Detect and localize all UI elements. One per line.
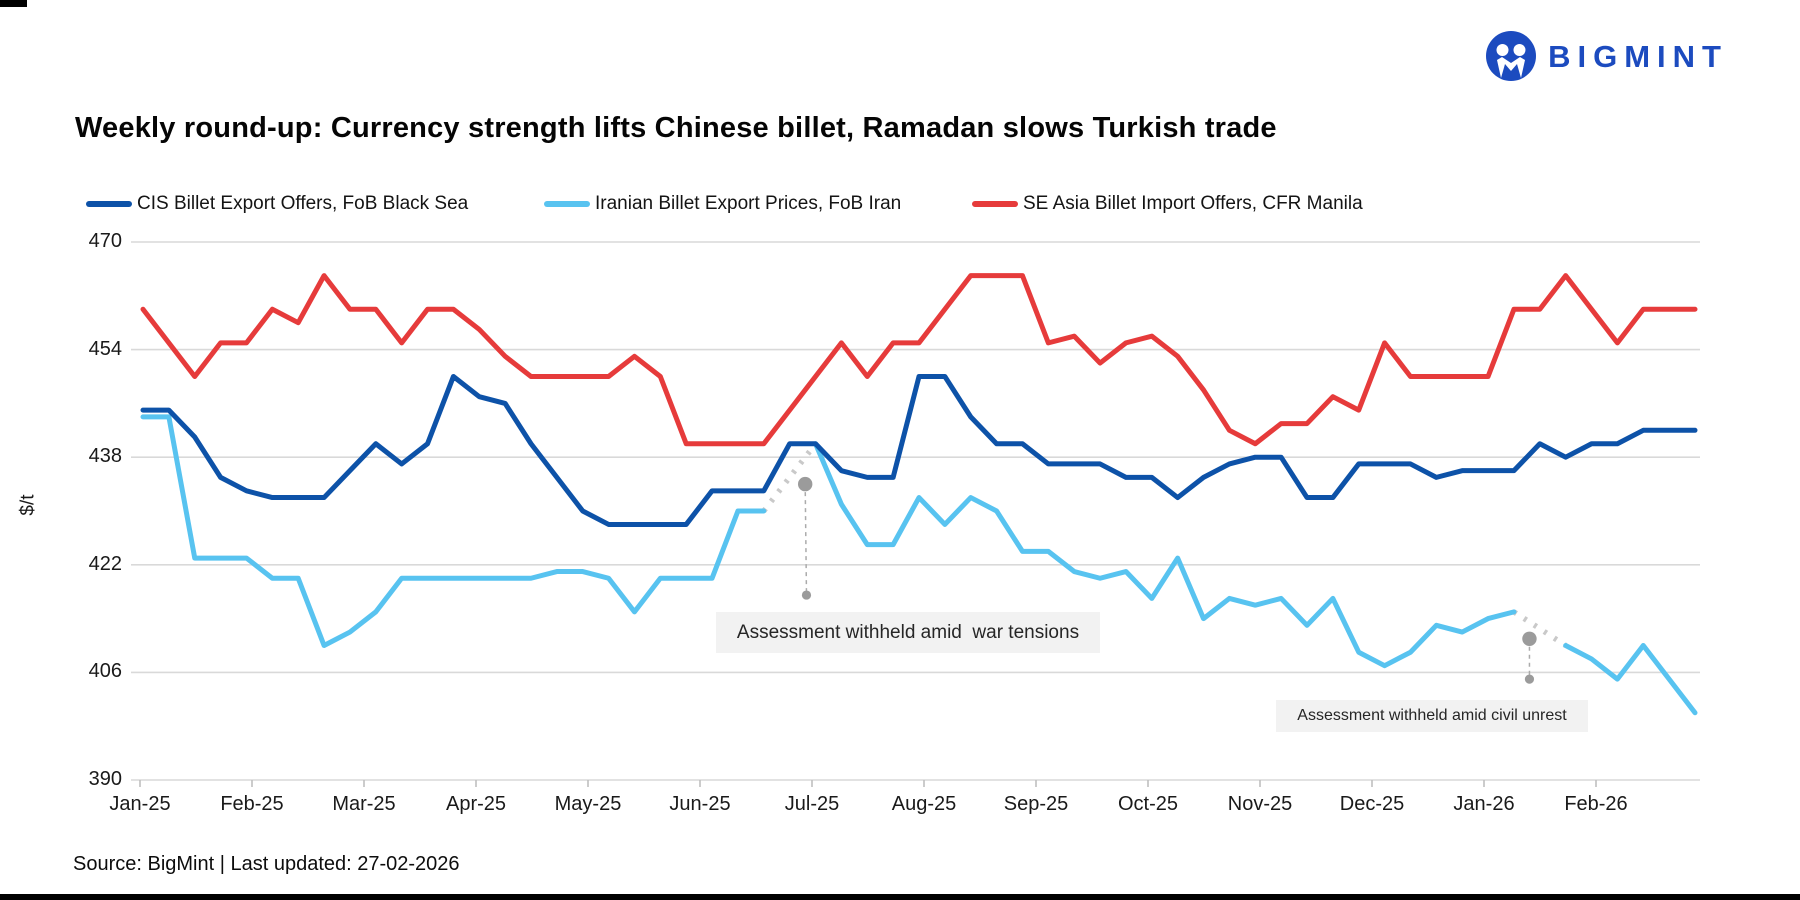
legend-label-cis-billet: CIS Billet Export Offers, FoB Black Sea: [137, 193, 469, 214]
annotation-anchor-dot-0: [801, 590, 812, 600]
x-axis-tick-label-Aug-25: Aug-25: [891, 793, 957, 815]
x-axis-tick-label-Feb-26: Feb-26: [1564, 793, 1628, 815]
bigmint-logo: BIGMINT: [1484, 30, 1728, 84]
x-axis-tick-label-Oct-25: Oct-25: [1117, 793, 1179, 815]
x-axis-tick-label-Jun-25: Jun-25: [669, 793, 731, 815]
series-line-1: [1563, 643, 1698, 716]
annotation-civil-unrest: Assessment withheld amid civil unrest: [1276, 700, 1588, 732]
legend-marker-cis-billet: [86, 201, 132, 207]
x-axis-tick-label-Jan-26: Jan-26: [1453, 793, 1515, 815]
annotation-war-tensions: Assessment withheld amid war tensions: [716, 612, 1100, 653]
y-axis-tick-label-406: 406: [88, 660, 122, 683]
annotation-connector-0: [804, 484, 808, 596]
withheld-point-marker-0: [797, 476, 813, 492]
legend-item-cis-billet: CIS Billet Export Offers, FoB Black Sea: [86, 193, 468, 215]
series-line-1: [140, 414, 767, 648]
series-line-0: [140, 374, 1698, 527]
bigmint-logo-icon: [1486, 31, 1537, 81]
legend-label-se-asia-billet: SE Asia Billet Import Offers, CFR Manila: [1023, 193, 1363, 214]
legend-marker-iranian-billet: [544, 201, 590, 207]
gap-bridge-dotted-line: [1512, 609, 1568, 648]
bigmint-logo-text: BIGMINT: [1548, 39, 1728, 74]
gap-bridge-dotted-line: [761, 442, 818, 513]
legend-marker-se-asia-billet: [972, 201, 1018, 207]
annotation-anchor-dot-1: [1524, 674, 1535, 684]
legend-item-iranian-billet: Iranian Billet Export Prices, FoB Iran: [544, 193, 901, 215]
x-axis-tick-label-Dec-25: Dec-25: [1339, 793, 1405, 815]
screen-edge-artifact-top-left: [0, 0, 27, 7]
x-axis-tick-label-Mar-25: Mar-25: [332, 793, 396, 815]
withheld-point-marker-1: [1522, 631, 1537, 646]
chart-title: Weekly round-up: Currency strength lifts…: [75, 112, 1277, 144]
y-axis-tick-label-390: 390: [88, 768, 122, 790]
legend-item-se-asia-billet: SE Asia Billet Import Offers, CFR Manila: [972, 193, 1363, 215]
y-axis-tick-label-438: 438: [88, 445, 122, 468]
y-axis-tick-label-422: 422: [88, 552, 122, 575]
series-line-2: [140, 273, 1698, 447]
legend-label-iranian-billet: Iranian Billet Export Prices, FoB Iran: [595, 193, 902, 214]
screen-edge-artifact-bottom: [0, 894, 1800, 900]
x-axis-tick-label-Apr-25: Apr-25: [445, 793, 507, 815]
y-axis-tick-label-454: 454: [88, 337, 122, 360]
x-axis-tick-label-Nov-25: Nov-25: [1227, 793, 1293, 815]
x-axis-tick-label-Jan-25: Jan-25: [109, 793, 171, 815]
x-axis-tick-label-Jul-25: Jul-25: [784, 793, 840, 815]
x-axis-tick-label-Sep-25: Sep-25: [1003, 793, 1069, 815]
x-axis-tick-label-May-25: May-25: [554, 793, 622, 815]
series-line-1: [813, 441, 1517, 669]
x-axis-tick-label-Feb-25: Feb-25: [220, 793, 284, 815]
source-line: Source: BigMint | Last updated: 27-02-20…: [73, 853, 460, 875]
y-axis-tick-label-470: 470: [88, 230, 122, 252]
